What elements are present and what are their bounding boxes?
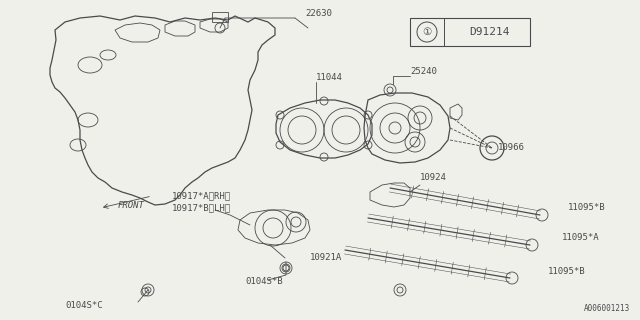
Text: 11095*B: 11095*B	[568, 204, 605, 212]
Text: A006001213: A006001213	[584, 304, 630, 313]
Text: 10917*B〈LH〉: 10917*B〈LH〉	[172, 204, 231, 212]
Text: ①: ①	[422, 27, 431, 37]
Text: 25240: 25240	[410, 68, 437, 76]
Text: 0104S*B: 0104S*B	[245, 277, 283, 286]
Text: 22630: 22630	[305, 10, 332, 19]
Text: FRONT: FRONT	[118, 202, 145, 211]
Text: 0104S*C: 0104S*C	[65, 300, 102, 309]
Text: 10921A: 10921A	[310, 253, 342, 262]
Text: 10924: 10924	[420, 173, 447, 182]
Text: 11044: 11044	[316, 74, 343, 83]
Text: D91214: D91214	[470, 27, 510, 37]
Text: 10966: 10966	[498, 143, 525, 153]
Text: 11095*A: 11095*A	[562, 234, 600, 243]
Text: 11095*B: 11095*B	[548, 268, 586, 276]
Text: 10917*A〈RH〉: 10917*A〈RH〉	[172, 191, 231, 201]
